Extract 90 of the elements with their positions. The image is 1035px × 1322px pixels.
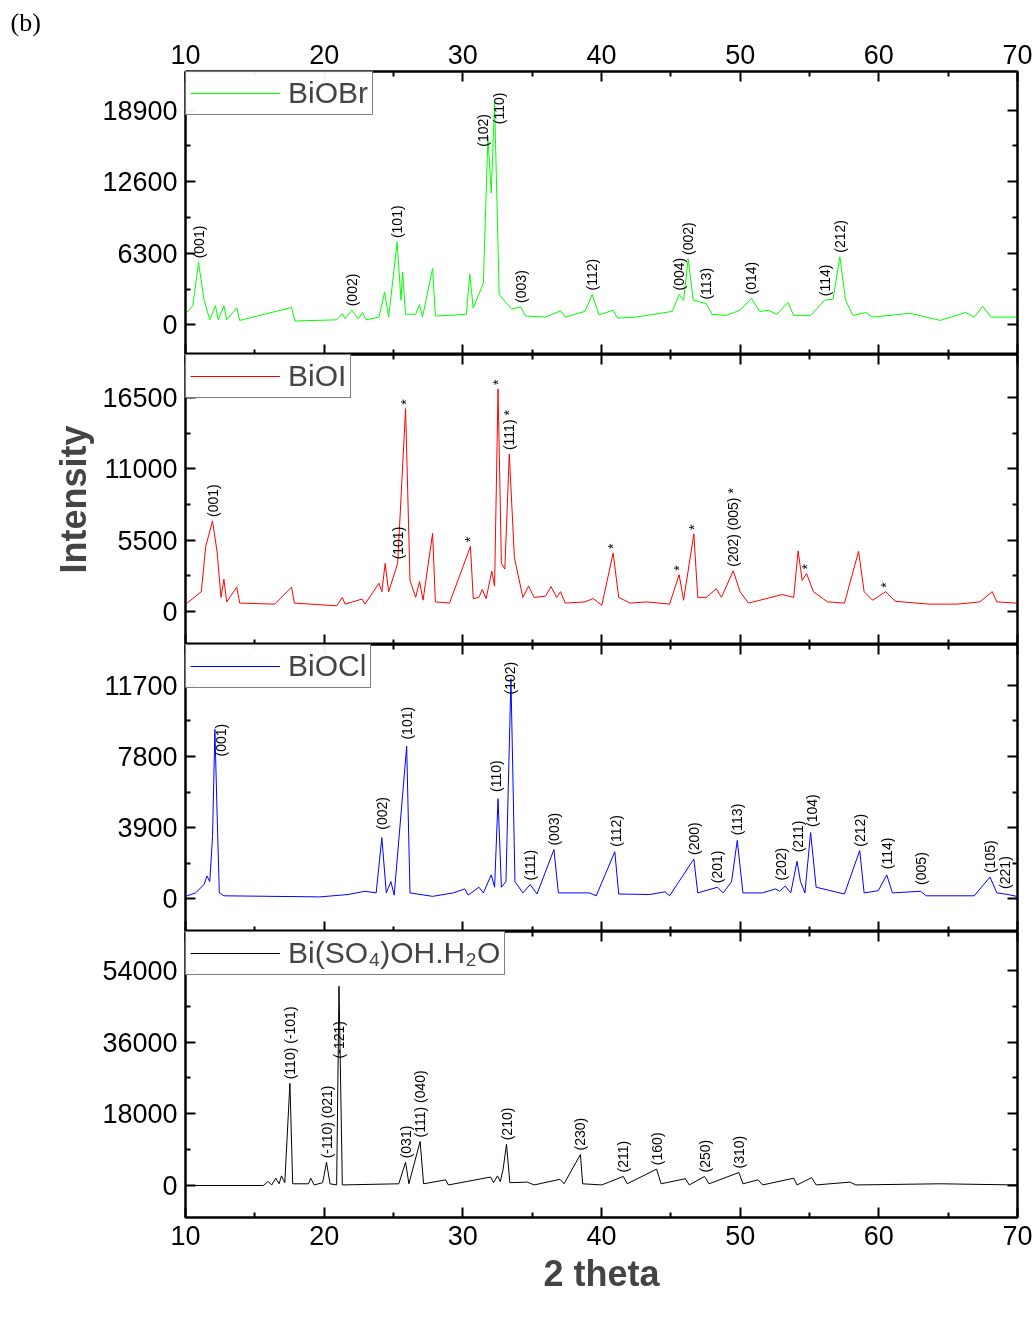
y-tick-label: 11000 — [104, 454, 178, 485]
annotation: (002) — [680, 222, 697, 256]
x-tick-label: 50 — [725, 1220, 756, 1251]
y-tick-label: 0 — [162, 1171, 178, 1202]
annotation: (200) — [685, 822, 702, 856]
annotation: * — [671, 564, 688, 571]
x-tick-label: 70 — [1002, 1220, 1033, 1251]
annotation: (014) — [743, 261, 760, 295]
legend-label: BiOI — [288, 359, 347, 393]
annotation: (201) — [709, 850, 726, 884]
y-tick-label: 5500 — [117, 525, 178, 556]
x2-tick-label: 70 — [1002, 39, 1033, 70]
annotation: (211) — [790, 820, 807, 853]
x2-tick-label: 40 — [586, 39, 617, 70]
annotation: (113) — [698, 267, 715, 300]
annotation: * — [685, 523, 702, 530]
annotation: (250) — [696, 1139, 713, 1173]
annotation: (105) — [982, 840, 999, 874]
annotation: (-121) — [331, 1021, 347, 1059]
annotation: (310) — [730, 1135, 747, 1169]
y-tick-label: 3900 — [117, 813, 178, 844]
annotation: (003) — [512, 270, 529, 303]
annotation: (110) (-101) — [281, 1006, 298, 1080]
annotation: (202) (005) * — [725, 487, 742, 567]
annotation: (113) — [729, 803, 746, 836]
y-tick-label: 54000 — [102, 955, 178, 986]
x2-tick-label: 10 — [170, 39, 201, 70]
legend-label: Bi(SO₄)OH.H₂O — [288, 936, 501, 970]
annotation: (111) * — [501, 409, 518, 451]
annotation: (210) — [498, 1107, 515, 1141]
annotation: (005) — [912, 852, 929, 885]
annotation: (212) — [831, 220, 848, 253]
y-axis-title: Intensity — [53, 425, 95, 574]
annotation: (004) — [671, 257, 688, 291]
y-tick-label: 6300 — [117, 238, 178, 269]
annotation: * — [798, 563, 815, 570]
annotation: (001) — [213, 723, 229, 757]
x2-tick-label: 50 — [725, 39, 756, 70]
annotation: (102) — [502, 661, 519, 695]
y-tick-label: 12600 — [102, 167, 178, 198]
annotation: (002) — [373, 797, 390, 830]
x-axis-title: 2 theta — [543, 1252, 661, 1294]
y-tick-label: 0 — [162, 884, 178, 915]
y-tick-label: 18900 — [102, 95, 178, 126]
y-tick-label: 36000 — [102, 1027, 178, 1058]
x-tick-label: 30 — [447, 1220, 478, 1251]
y-tick-label: 0 — [162, 310, 178, 341]
y-tick-label: 18000 — [102, 1099, 178, 1130]
annotation: (-110) (021) — [318, 1085, 335, 1159]
legend-label: BiOCl — [288, 649, 367, 683]
annotation: (230) — [572, 1117, 589, 1151]
y-tick-label: 0 — [162, 597, 178, 628]
annotation: (001) — [190, 225, 207, 259]
x-tick-label: 20 — [309, 1220, 340, 1251]
annotation: (031) — [397, 1125, 414, 1159]
x2-tick-label: 20 — [309, 39, 340, 70]
y-tick-label: 16500 — [102, 382, 178, 413]
annotation: (003) — [545, 812, 562, 846]
annotation: (102) — [475, 114, 492, 147]
annotation: (211) — [615, 1140, 632, 1173]
y-tick-label: 11700 — [104, 670, 178, 701]
annotation: * — [605, 543, 622, 550]
annotation: (101) — [389, 205, 406, 239]
x2-tick-label: 30 — [447, 39, 478, 70]
annotation: (202) — [773, 847, 790, 881]
annotation: (001) — [204, 484, 221, 517]
annotation: * — [877, 581, 894, 588]
annotation: (160) — [648, 1132, 665, 1166]
x-tick-label: 10 — [170, 1220, 201, 1251]
x2-tick-label: 60 — [863, 39, 894, 70]
legend-label: BiOBr — [288, 76, 369, 110]
annotation: (101) — [399, 706, 416, 740]
x-tick-label: 40 — [586, 1220, 617, 1251]
annotation: (114) — [816, 264, 833, 297]
annotation: (110) — [487, 760, 504, 793]
annotation: * — [462, 536, 479, 543]
annotation: * — [397, 398, 414, 405]
x-tick-label: 60 — [863, 1220, 894, 1251]
annotation: (110) — [490, 92, 507, 125]
y-tick-label: 7800 — [117, 742, 178, 772]
annotation: (112) — [608, 814, 625, 847]
annotation: (212) — [852, 813, 869, 847]
annotation: (101) — [389, 526, 406, 560]
annotation: (221) — [997, 856, 1014, 889]
annotation: (114) — [878, 837, 895, 870]
annotation: * — [490, 378, 507, 385]
annotation: (002) — [343, 273, 360, 307]
annotation: (111) — [522, 849, 539, 881]
annotation: (112) — [584, 258, 601, 291]
text: (b) — [10, 7, 41, 37]
